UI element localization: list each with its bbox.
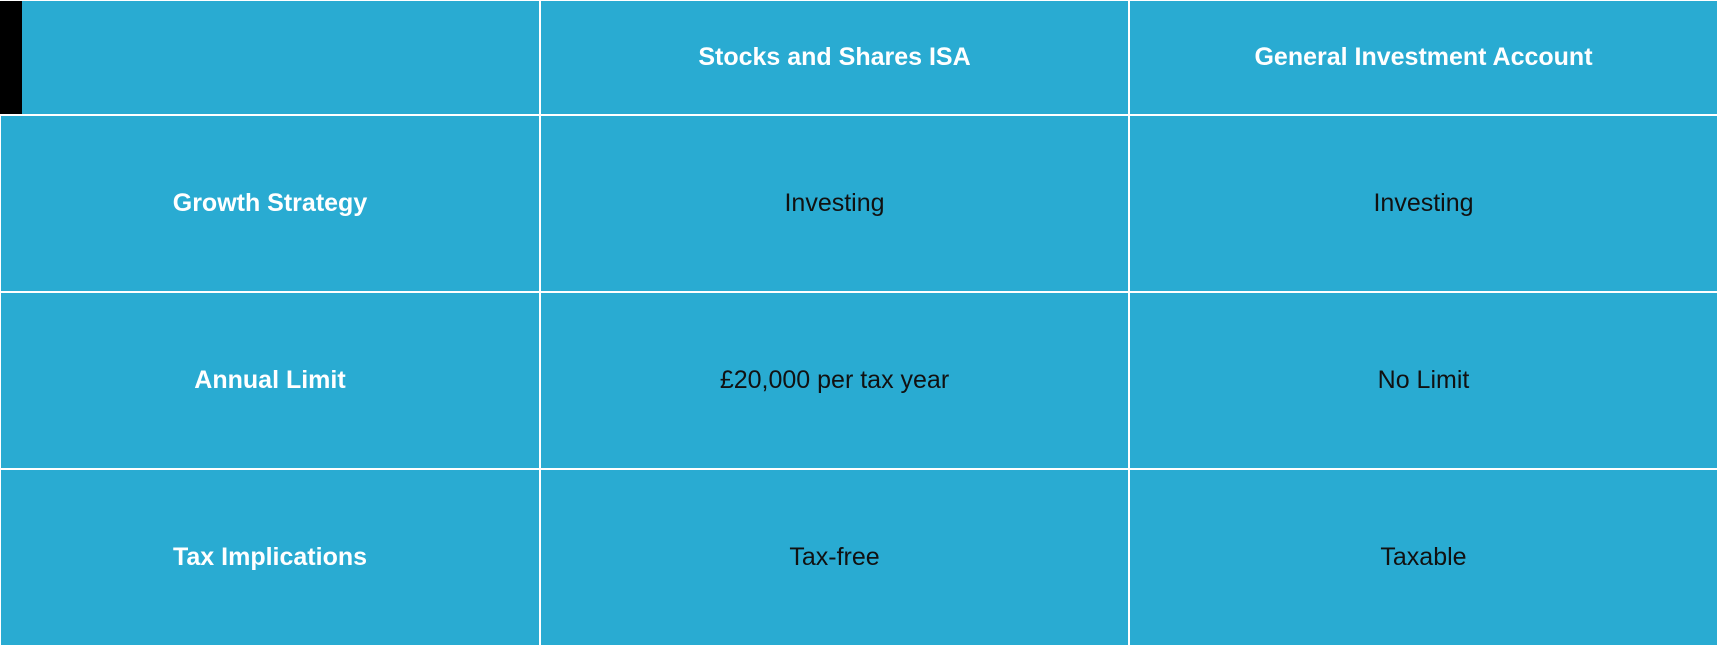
- row-header-tax-implications: Tax Implications: [0, 469, 540, 646]
- header-empty-cell: [0, 0, 540, 115]
- row-header-tax-implications-label: Tax Implications: [173, 543, 367, 572]
- left-black-strip: [0, 1, 22, 114]
- cell-tax-implications-isa-value: Tax-free: [789, 543, 879, 572]
- cell-tax-implications-gia-value: Taxable: [1380, 543, 1466, 572]
- row-header-annual-limit-label: Annual Limit: [194, 366, 345, 395]
- cell-growth-strategy-isa: Investing: [540, 115, 1129, 292]
- cell-annual-limit-isa-value: £20,000 per tax year: [720, 366, 949, 395]
- cell-annual-limit-gia: No Limit: [1129, 292, 1718, 469]
- column-header-isa: Stocks and Shares ISA: [540, 0, 1129, 115]
- column-header-gia-label: General Investment Account: [1254, 43, 1592, 72]
- cell-growth-strategy-gia-value: Investing: [1373, 189, 1473, 218]
- row-header-growth-strategy-label: Growth Strategy: [173, 189, 367, 218]
- cell-annual-limit-isa: £20,000 per tax year: [540, 292, 1129, 469]
- cell-growth-strategy-gia: Investing: [1129, 115, 1718, 292]
- column-header-gia: General Investment Account: [1129, 0, 1718, 115]
- row-header-growth-strategy: Growth Strategy: [0, 115, 540, 292]
- cell-tax-implications-isa: Tax-free: [540, 469, 1129, 646]
- cell-tax-implications-gia: Taxable: [1129, 469, 1718, 646]
- cell-growth-strategy-isa-value: Investing: [784, 189, 884, 218]
- cell-annual-limit-gia-value: No Limit: [1378, 366, 1470, 395]
- row-header-annual-limit: Annual Limit: [0, 292, 540, 469]
- column-header-isa-label: Stocks and Shares ISA: [698, 43, 970, 72]
- comparison-table: Stocks and Shares ISA General Investment…: [0, 0, 1718, 646]
